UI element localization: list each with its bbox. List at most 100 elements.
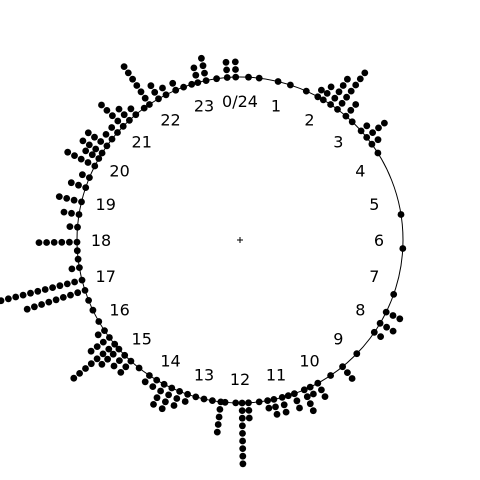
data-dot	[66, 223, 74, 231]
data-dot	[361, 69, 369, 77]
data-dot	[127, 357, 135, 365]
hour-label-12: 12	[230, 370, 250, 389]
data-dot	[82, 365, 89, 372]
data-dot	[215, 413, 223, 421]
data-dot	[232, 399, 240, 407]
hour-label-9: 9	[333, 329, 343, 348]
data-dot	[335, 88, 343, 96]
hour-label-3: 3	[333, 133, 343, 152]
data-dot	[89, 306, 97, 314]
data-dot	[141, 378, 149, 386]
data-dot	[55, 193, 63, 201]
data-dot	[376, 319, 384, 327]
data-dot	[231, 58, 239, 66]
data-dot	[68, 265, 76, 273]
data-dot	[339, 82, 347, 89]
hour-label-0: 0/24	[222, 92, 258, 111]
data-dot	[76, 370, 83, 377]
data-dot	[124, 69, 132, 77]
data-dot	[99, 350, 107, 358]
data-dot	[239, 445, 247, 452]
data-dot	[49, 284, 56, 291]
data-dot	[239, 422, 246, 430]
data-dot	[245, 414, 253, 422]
hour-label-10: 10	[299, 351, 319, 370]
data-dot	[282, 408, 290, 416]
data-dot	[31, 303, 38, 311]
data-dot	[67, 179, 75, 187]
data-dot	[35, 239, 43, 247]
data-dot	[169, 79, 177, 87]
data-dot	[81, 287, 89, 294]
data-dot	[64, 148, 72, 156]
data-dot	[303, 393, 311, 401]
data-dot	[60, 208, 68, 216]
data-dot	[153, 394, 161, 402]
hour-labels: 0/24 123456789101112131415161718192021222…	[91, 92, 384, 389]
data-dot	[104, 355, 111, 363]
data-dot	[245, 399, 252, 407]
data-dot	[162, 91, 170, 99]
data-dot	[389, 312, 397, 319]
data-dot	[314, 93, 322, 101]
data-dot	[239, 452, 247, 460]
data-dot	[342, 112, 350, 120]
data-dot	[344, 369, 351, 376]
data-dot	[27, 289, 34, 297]
data-dot	[331, 94, 339, 102]
data-dot	[98, 360, 106, 368]
data-dot	[284, 392, 292, 400]
data-dot	[397, 211, 405, 218]
data-dot	[38, 301, 45, 308]
data-dot	[255, 74, 263, 82]
data-dot	[274, 78, 282, 85]
data-dot	[114, 117, 122, 125]
data-dot	[59, 294, 67, 301]
data-dot	[75, 211, 83, 218]
data-dot	[382, 308, 390, 316]
data-dot	[43, 239, 50, 246]
data-dot	[141, 94, 149, 102]
data-dot	[85, 297, 92, 304]
data-dot	[110, 362, 118, 370]
data-dot	[58, 238, 66, 246]
data-dot	[190, 64, 198, 72]
data-dot	[348, 118, 356, 126]
data-dot	[67, 291, 74, 299]
data-dot	[306, 383, 314, 391]
data-dot	[140, 104, 148, 112]
data-dot	[343, 93, 350, 101]
data-dot	[353, 350, 361, 358]
data-dot	[108, 135, 116, 143]
data-dot	[111, 340, 119, 348]
data-dot	[232, 73, 240, 81]
data-dot	[396, 315, 404, 323]
data-dot	[109, 350, 117, 358]
data-dot	[310, 390, 317, 398]
data-dot	[92, 145, 100, 153]
data-dot	[97, 138, 105, 145]
data-dot	[209, 397, 216, 404]
data-dot	[390, 291, 398, 298]
data-dot	[199, 62, 207, 70]
data-dot	[116, 357, 123, 364]
data-dot	[88, 151, 96, 159]
data-dots	[0, 54, 407, 468]
data-dot	[115, 105, 123, 113]
data-dot	[82, 147, 90, 155]
center-plus-marker	[237, 237, 243, 243]
data-dot	[202, 77, 210, 84]
data-dot	[223, 66, 231, 74]
data-dot	[63, 280, 71, 288]
hour-label-7: 7	[369, 267, 379, 286]
data-dot	[319, 96, 327, 104]
hour-label-11: 11	[266, 365, 286, 384]
data-dot	[374, 136, 382, 144]
hour-label-23: 23	[194, 97, 214, 116]
data-dot	[79, 171, 86, 179]
data-dot	[165, 391, 173, 399]
data-dot	[108, 124, 116, 131]
data-dot	[98, 149, 106, 157]
data-dot	[369, 129, 376, 137]
